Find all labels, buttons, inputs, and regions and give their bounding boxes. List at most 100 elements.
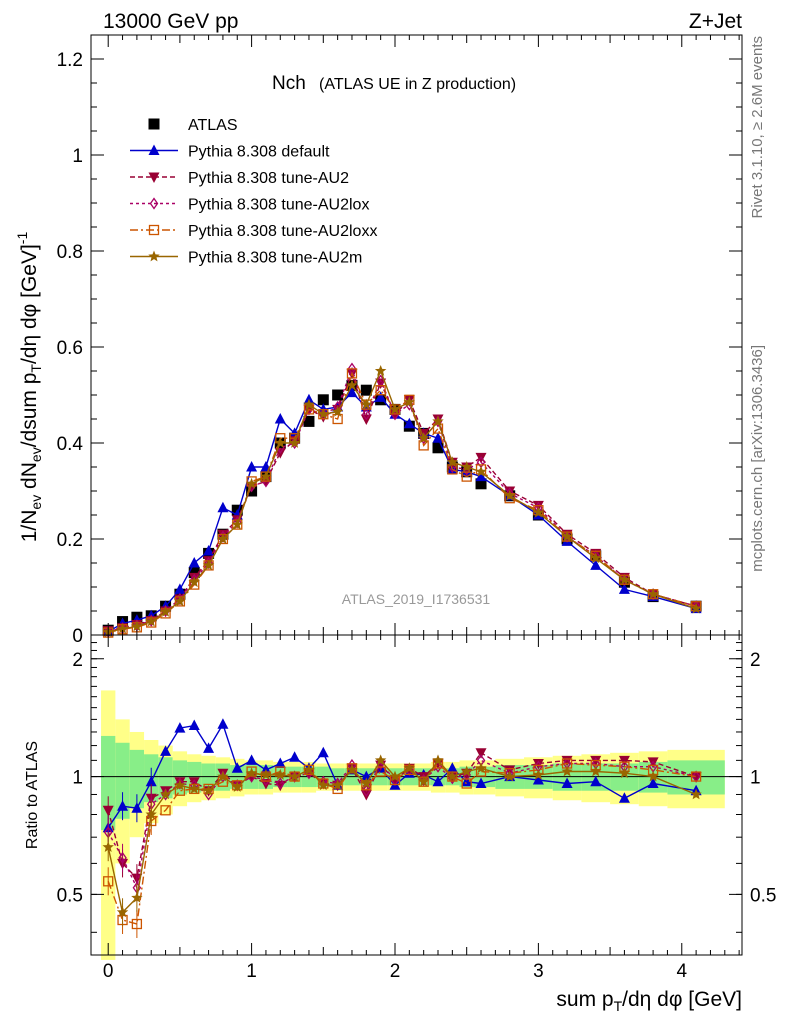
uncertainty-band-inner (115, 742, 130, 819)
main-panel: Nch (ATLAS UE in Z production) ATLAS_201… (57, 34, 743, 647)
data-point-au2m (360, 398, 372, 410)
data-point-au2m (374, 365, 387, 376)
data-point-default (274, 413, 286, 424)
legend-marker-data (148, 118, 160, 130)
data-point-default (203, 742, 215, 753)
data-point-au2loxx (432, 423, 444, 434)
y-axis-label: 1/Nev dNev/dsum pT/dη dφ [GeV]-1 (14, 232, 44, 543)
data-point-default (475, 777, 487, 789)
data-point-au2loxx (103, 876, 114, 887)
data-point-au2loxx (346, 368, 358, 379)
data-point-au2m (217, 533, 229, 544)
data-point-au2m (260, 768, 272, 780)
data-point-au2m (231, 781, 243, 792)
data-point-au2m (374, 754, 387, 766)
data-point-au2m (331, 405, 344, 417)
legend-label-au2loxx: Pythia 8.308 tune-AU2loxx (188, 223, 377, 240)
data-point-au2 (532, 758, 544, 770)
data-point-au2m (202, 559, 215, 571)
data-point-au2m (432, 415, 444, 427)
data-point-default (188, 719, 200, 731)
y-tick-label: 0 (72, 626, 83, 647)
y-tick-label: 0.2 (57, 530, 83, 551)
header-right: Z+Jet (689, 10, 742, 33)
legend-label-default: Pythia 8.308 default (188, 144, 330, 161)
legend-marker-au2 (148, 172, 160, 183)
data-point-au2m (274, 768, 286, 780)
series-line-au2m (108, 369, 697, 633)
data-point-au2m (346, 763, 358, 775)
data-point-default (246, 754, 258, 765)
x-tick-label: 4 (676, 961, 687, 982)
header-left: 13000 GeV pp (103, 10, 238, 33)
data-point-au2m (418, 775, 430, 787)
data-point-au2m (303, 398, 315, 410)
data-point-au2loxx (418, 440, 429, 451)
data-point-data (332, 389, 344, 401)
data-point-au2m (461, 765, 473, 777)
panel-frame (90, 634, 743, 956)
data-point-au2m (174, 595, 186, 607)
data-point-default (131, 802, 143, 813)
plot-subtitle: (ATLAS UE in Z production) (319, 76, 516, 93)
data-point-data (360, 384, 372, 396)
data-point-au2lox (362, 408, 371, 421)
data-point-default (203, 545, 215, 556)
data-point-default (217, 718, 229, 729)
data-point-default (618, 792, 630, 803)
y-tick-label: 2 (72, 650, 83, 671)
y-tick-label: 0.8 (57, 242, 83, 263)
data-point-au2loxx (461, 471, 472, 482)
data-point-au2m (475, 465, 487, 477)
y-tick-label: 1.2 (57, 50, 83, 71)
data-point-au2m (403, 396, 415, 408)
data-point-default (375, 391, 387, 402)
legend-marker-au2lox (149, 197, 159, 210)
data-point-au2m (504, 770, 516, 782)
data-point-au2m (188, 782, 200, 794)
y-tick-label: 0.5 (57, 885, 83, 906)
y-tick-label-right: 2 (750, 650, 761, 671)
y-tick-label-right: 1 (750, 768, 761, 789)
data-point-au2 (475, 748, 487, 759)
analysis-id: ATLAS_2019_I1736531 (342, 591, 491, 607)
data-point-default (475, 470, 487, 482)
data-point-au2 (102, 805, 114, 817)
legend-label-au2: Pythia 8.308 tune-AU2 (188, 170, 349, 187)
data-point-default (160, 745, 172, 756)
data-point-au2m (389, 403, 401, 415)
data-point-data (432, 442, 444, 454)
data-point-default (317, 746, 329, 758)
legend-label-au2lox: Pythia 8.308 tune-AU2lox (188, 197, 369, 214)
data-point-au2m (260, 470, 272, 482)
data-point-default (231, 762, 243, 773)
data-point-au2m (690, 788, 702, 800)
data-point-default (590, 559, 602, 570)
data-point-au2m (274, 437, 286, 448)
data-point-au2m (331, 779, 344, 791)
ratio-panel: 0 1 2 3 4 0.5 0.5 1 1 2 2 (57, 634, 776, 982)
mcplots-source-label: mcplots.cern.ch [arXiv:1306.3436] (749, 345, 766, 572)
ratio-y-axis-label: Ratio to ATLAS (24, 741, 41, 849)
legend-label-data: ATLAS (188, 117, 238, 134)
data-point-au2m (561, 530, 573, 542)
data-point-au2lox (146, 614, 156, 627)
data-point-au2lox (118, 851, 127, 864)
data-point-au2m (389, 770, 401, 782)
plot-title: Nch (272, 73, 306, 94)
data-point-au2m (690, 602, 702, 614)
data-point-au2m (590, 552, 602, 564)
legend-marker-default (148, 144, 160, 155)
legend-marker-au2loxx (148, 224, 160, 236)
data-point-au2loxx (461, 778, 472, 789)
data-point-au2m (461, 461, 473, 472)
data-point-au2m (303, 763, 315, 775)
data-point-au2m (202, 784, 215, 796)
data-point-data (317, 394, 329, 406)
data-point-au2m (504, 489, 516, 501)
data-point-data (303, 415, 315, 427)
data-point-default (188, 557, 200, 568)
data-point-default (532, 773, 544, 785)
data-point-default (432, 432, 444, 443)
